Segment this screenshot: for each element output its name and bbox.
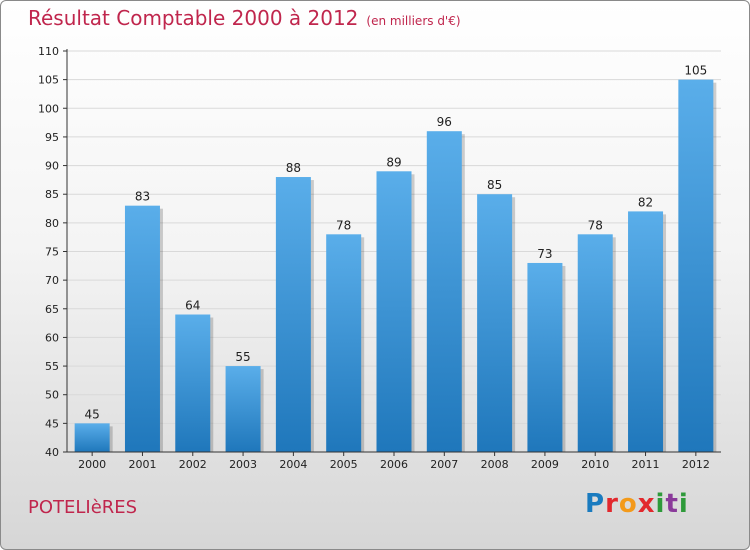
bar-2007[interactable] [426,131,462,452]
bar-2012[interactable] [678,79,714,453]
bar-2004[interactable] [275,177,311,452]
x-tick-label: 2010 [581,458,609,471]
chart-subtitle: (en milliers d'€) [366,14,461,28]
y-tick-label: 70 [45,274,59,287]
bar-2000[interactable] [74,423,110,452]
bar-value-label: 55 [235,350,250,364]
chart-title: Résultat Comptable 2000 à 2012 (en millie… [28,6,461,30]
bar-value-label: 83 [135,190,150,204]
bar-2001[interactable] [124,205,160,452]
bar-value-label: 85 [487,178,502,192]
y-tick-label: 65 [45,303,59,316]
y-tick-label: 100 [38,102,59,115]
x-tick-label: 2003 [229,458,257,471]
bar-value-label: 45 [85,407,100,421]
x-tick-label: 2005 [330,458,358,471]
x-tick-label: 2004 [279,458,307,471]
bar-value-label: 73 [537,247,552,261]
bar-value-label: 78 [336,218,351,232]
bar-value-label: 78 [588,218,603,232]
proxiti-logo[interactable]: Proxiti [585,489,689,519]
x-tick-label: 2009 [531,458,559,471]
bars-layer: 45 83 64 55 88 78 89 96 85 73 78 82 105 [74,64,717,453]
bar-2010[interactable] [577,234,613,452]
bar-value-label: 82 [638,195,653,209]
bar-value-label: 105 [684,64,707,78]
y-tick-label: 90 [45,160,59,173]
bar-2003[interactable] [225,366,261,452]
y-tick-label: 105 [38,74,59,87]
bar-value-label: 89 [386,155,401,169]
y-tick-label: 95 [45,131,59,144]
bar-value-label: 96 [437,115,452,129]
bar-2002[interactable] [175,314,211,452]
x-tick-label: 2001 [128,458,156,471]
y-tick-label: 45 [45,417,59,430]
x-tick-label: 2002 [179,458,207,471]
bar-2006[interactable] [376,171,412,453]
bar-2008[interactable] [477,194,513,452]
x-tick-label: 2012 [682,458,710,471]
x-tick-label: 2006 [380,458,408,471]
x-tick-label: 2008 [481,458,509,471]
x-tick-label: 2000 [78,458,106,471]
y-tick-label: 40 [45,446,59,459]
chart-title-text: Résultat Comptable 2000 à 2012 [28,6,359,30]
y-tick-label: 80 [45,217,59,230]
axis-layer: 40 45 50 55 60 65 70 75 80 85 90 95 100 105 110 2000 200… [38,45,721,471]
y-tick-label: 50 [45,389,59,402]
y-tick-label: 55 [45,360,59,373]
x-tick-label: 2011 [632,458,660,471]
y-tick-label: 60 [45,331,59,344]
x-tick-label: 2007 [430,458,458,471]
y-tick-label: 75 [45,246,59,259]
y-tick-label: 110 [38,45,59,58]
bar-2005[interactable] [326,234,362,452]
commune-name: POTELIèRES [28,497,138,518]
bar-2011[interactable] [628,211,664,452]
y-tick-label: 85 [45,188,59,201]
bar-2009[interactable] [527,262,563,452]
bar-value-label: 64 [185,299,200,313]
bar-value-label: 88 [286,161,301,175]
